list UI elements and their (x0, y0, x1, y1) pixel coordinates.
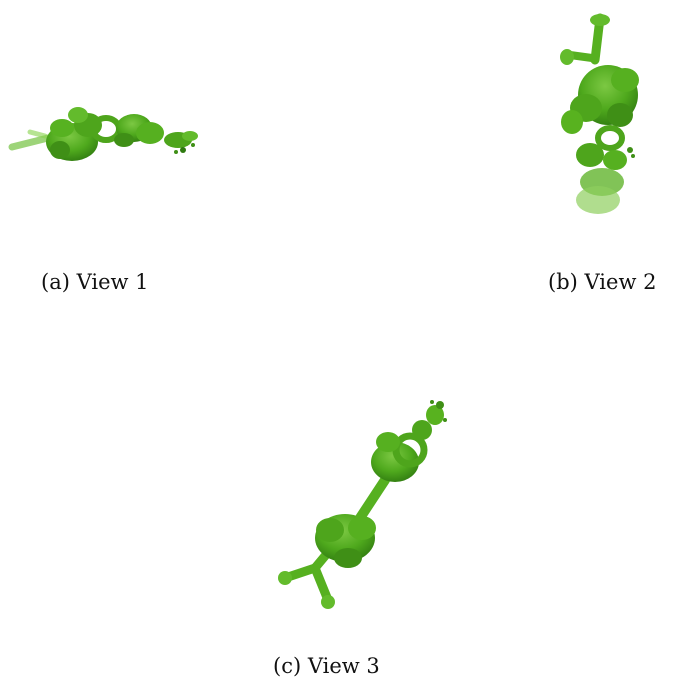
plant-view-3-image (278, 400, 447, 609)
figure-panel-view-3 (260, 390, 460, 620)
caption-view-1: (a) View 1 (41, 270, 149, 294)
caption-view-3: (c) View 3 (273, 654, 380, 678)
plant-view-2-image (560, 13, 639, 214)
plant-view-1-image (8, 107, 198, 161)
figure-panel-view-2 (520, 0, 673, 240)
caption-view-2: (b) View 2 (548, 270, 657, 294)
figure-panel-view-1 (0, 0, 220, 240)
